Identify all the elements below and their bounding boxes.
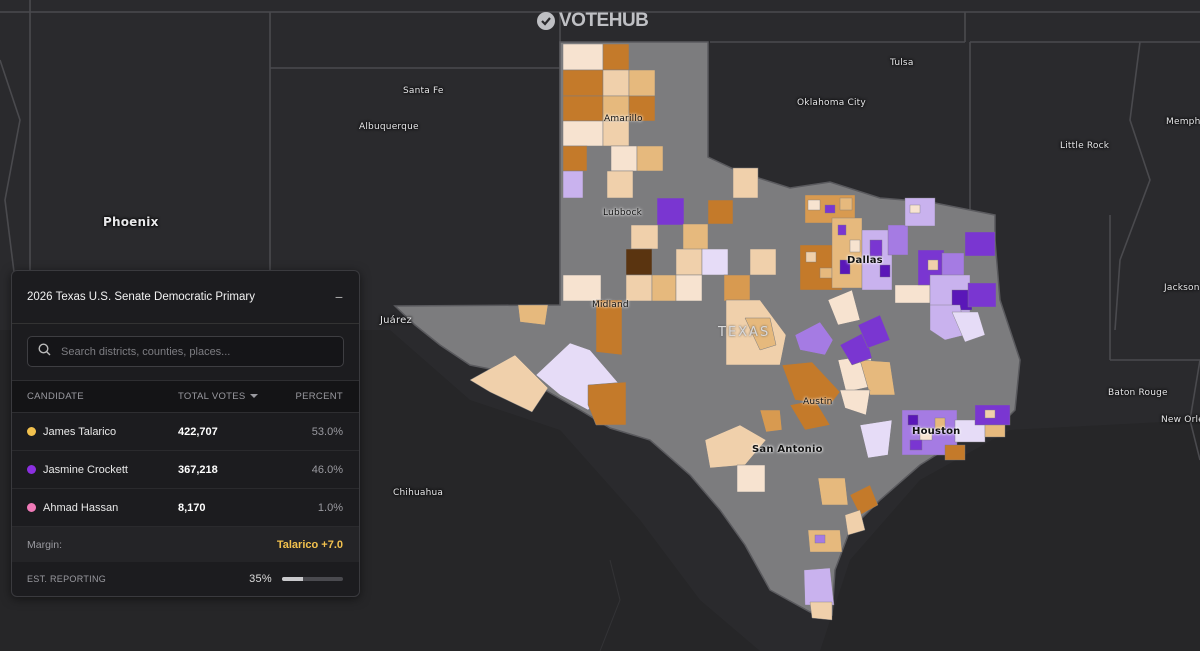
reporting-value: 35% [249, 573, 272, 585]
city-label-baton-rouge: Baton Rouge [1108, 388, 1168, 398]
reporting-label: EST. REPORTING [27, 574, 107, 584]
city-label-houston: Houston [912, 426, 961, 437]
candidate-color-dot [27, 503, 36, 512]
reporting-progress-fill [282, 577, 304, 581]
race-title: 2026 Texas U.S. Senate Democratic Primar… [27, 291, 255, 303]
candidate-votes: 8,170 [178, 501, 206, 514]
city-label-phoenix: Phoenix [103, 215, 159, 229]
city-label-jackson: Jackson [1164, 283, 1200, 293]
city-label-midland: Midland [592, 300, 629, 310]
candidate-name: Jasmine Crockett [43, 463, 128, 476]
results-panel: 2026 Texas U.S. Senate Democratic Primar… [11, 270, 360, 597]
candidate-name: James Talarico [43, 425, 117, 438]
candidate-name: Ahmad Hassan [43, 501, 119, 514]
candidate-row[interactable]: Ahmad Hassan 8,170 1.0% [12, 489, 359, 527]
state-label-texas: TEXAS [718, 325, 771, 340]
candidate-percent: 53.0% [311, 425, 343, 438]
check-circle-icon [537, 12, 555, 30]
search-icon [38, 342, 51, 361]
margin-label: Margin: [27, 538, 63, 551]
city-label-tulsa: Tulsa [890, 58, 914, 68]
panel-header: 2026 Texas U.S. Senate Democratic Primar… [12, 271, 359, 324]
logo-text: VOTEHUB [559, 10, 649, 31]
candidate-color-dot [27, 427, 36, 436]
header-percent[interactable]: PERCENT [295, 391, 343, 402]
candidate-votes: 422,707 [178, 425, 218, 438]
candidate-row[interactable]: James Talarico 422,707 53.0% [12, 413, 359, 451]
reporting-progress-bar [282, 577, 343, 581]
city-label-santa-fe: Santa Fe [403, 86, 444, 96]
margin-row: Margin: Talarico +7.0 [12, 527, 359, 562]
city-label-austin: Austin [803, 397, 833, 407]
city-label-chihuahua: Chihuahua [393, 488, 444, 498]
votehub-logo: VOTEHUB [537, 10, 649, 32]
header-total-votes[interactable]: TOTAL VOTES [178, 391, 278, 402]
candidate-percent: 46.0% [311, 463, 343, 476]
city-label-juarez: Juárez [380, 315, 412, 326]
candidate-votes: 367,218 [178, 463, 218, 476]
city-label-oklahoma-city: Oklahoma City [797, 98, 866, 108]
minus-icon[interactable]: − [334, 289, 343, 305]
search-input[interactable] [59, 344, 333, 359]
city-label-san-antonio: San Antonio [752, 444, 823, 455]
sort-down-icon [249, 391, 258, 402]
candidate-percent: 1.0% [317, 501, 343, 514]
header-candidate[interactable]: CANDIDATE [27, 391, 84, 402]
results-table-header: CANDIDATE TOTAL VOTES PERCENT [12, 380, 359, 413]
reporting-row: EST. REPORTING 35% [12, 562, 359, 596]
city-label-little-rock: Little Rock [1060, 141, 1110, 151]
city-label-memphis: Memph [1166, 117, 1200, 127]
candidate-color-dot [27, 465, 36, 474]
search-box[interactable] [27, 336, 344, 367]
candidate-row[interactable]: Jasmine Crockett 367,218 46.0% [12, 451, 359, 489]
city-label-amarillo: Amarillo [604, 114, 643, 124]
city-label-new-orleans: New Orlea [1161, 415, 1200, 425]
city-label-lubbock: Lubbock [603, 208, 643, 218]
city-label-albuquerque: Albuquerque [359, 122, 419, 132]
margin-value: Talarico +7.0 [276, 538, 343, 551]
city-label-dallas: Dallas [847, 255, 883, 266]
